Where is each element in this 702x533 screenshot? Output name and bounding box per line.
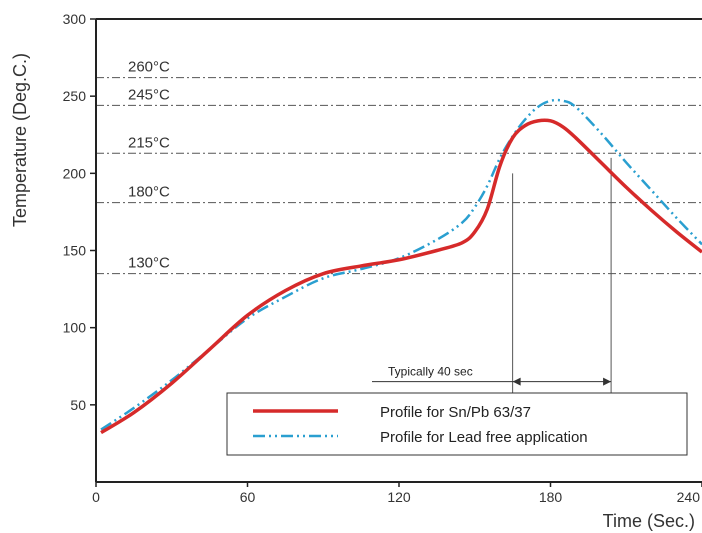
reference-line-label: 215°C [128,134,170,151]
reference-line-label: 130°C [128,255,170,272]
legend-box [226,392,688,456]
reference-lines: 260°C 245°C 215°C 180°C 130°C [96,59,702,275]
reference-line-label: 180°C [128,184,170,201]
x-tick-label: 120 [387,489,411,505]
reference-line-label: 260°C [128,59,170,76]
x-axis-title: Time (Sec.) [603,511,695,531]
legend-label-lead-free: Profile for Lead free application [380,429,588,446]
x-tick-label: 60 [240,489,256,505]
series-line-snpb [100,118,702,435]
annotation-arrowhead-left [512,377,521,386]
y-tick-label: 300 [63,11,87,27]
reference-line-label: 245°C [128,86,170,103]
y-tick-label: 100 [63,320,87,336]
y-tick-label: 200 [63,165,87,181]
y-tick-label: 250 [63,88,87,104]
series-lines [100,98,702,435]
annotation-label: Typically 40 sec [388,365,473,379]
x-tick-label: 240 [677,489,701,505]
legend: Profile for Sn/Pb 63/37 Profile for Lead… [226,392,688,456]
tick-labels: 50 100 150 200 250 300 0 60 120 180 240 [63,11,702,505]
y-tick-label: 50 [70,397,86,413]
x-tick-label: 0 [92,489,100,505]
series-line-lead-free [100,98,702,431]
y-axis-title: Temperature (Deg.C.) [10,53,30,227]
y-tick-label: 150 [63,243,87,259]
legend-label-snpb: Profile for Sn/Pb 63/37 [380,404,531,421]
x-tick-label: 180 [539,489,563,505]
timing-annotation: Typically 40 sec [372,157,612,405]
annotation-arrowhead-right [603,377,612,386]
